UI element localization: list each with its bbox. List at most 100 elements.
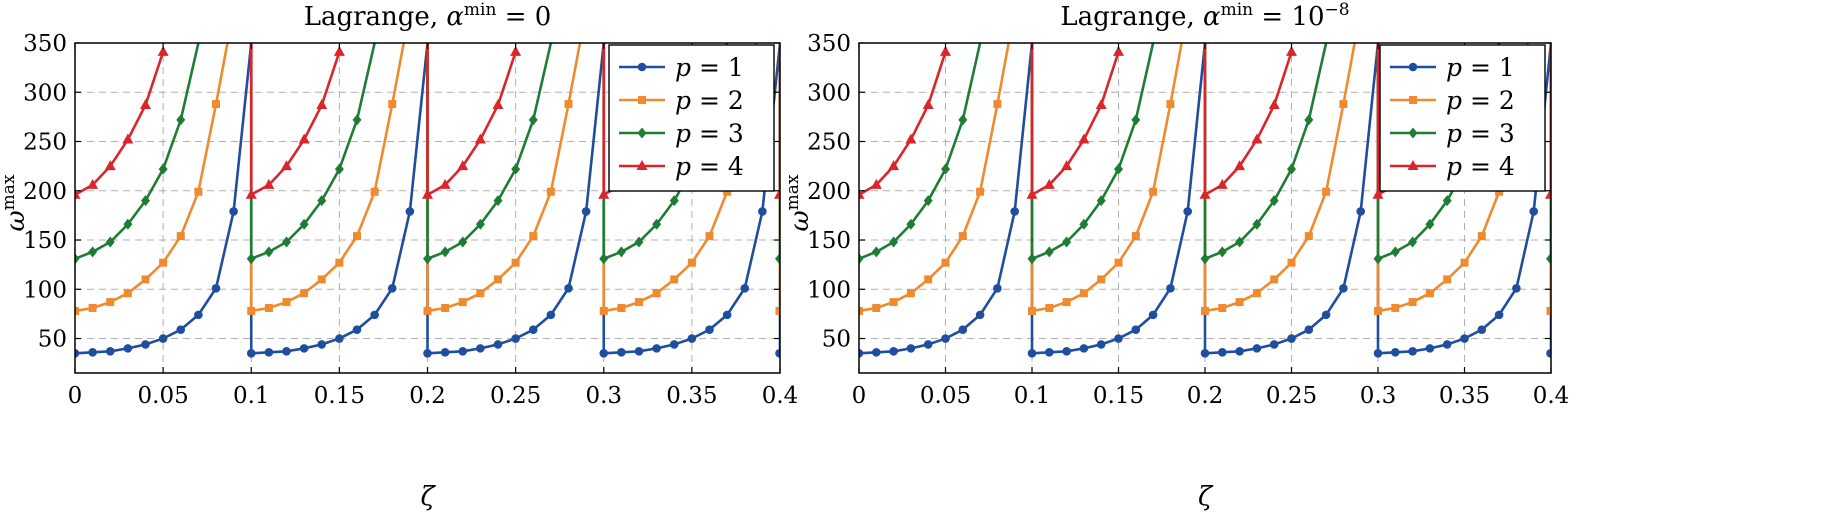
data-point-p2 xyxy=(1460,258,1469,267)
data-point-p2 xyxy=(775,306,780,315)
data-point-p2 xyxy=(872,303,881,312)
legend-item-p1: p = 1 xyxy=(1390,53,1515,82)
series-line-p4 xyxy=(426,51,517,196)
data-point-p3 xyxy=(299,218,309,230)
series-line-p1 xyxy=(427,43,606,355)
data-point-p2 xyxy=(458,298,467,307)
data-point-p2 xyxy=(123,289,132,298)
data-point-p1 xyxy=(264,348,274,357)
data-point-p1 xyxy=(758,207,767,216)
x-tick-label: 0.1 xyxy=(1014,383,1051,409)
data-point-p2 xyxy=(370,187,379,196)
data-point-p1 xyxy=(1218,348,1227,357)
data-point-p1 xyxy=(299,344,309,353)
data-point-p4 xyxy=(122,133,134,144)
data-point-p1 xyxy=(75,348,80,358)
data-point-p2 xyxy=(635,298,643,307)
data-point-p1 xyxy=(1494,310,1504,320)
series-line-p3 xyxy=(75,43,200,260)
data-point-p3 xyxy=(1269,195,1279,207)
data-point-p2 xyxy=(1114,258,1123,267)
series-line-p2 xyxy=(1031,43,1183,313)
data-point-p4 xyxy=(157,45,169,56)
data-point-p1 xyxy=(617,348,626,357)
series-line-p2 xyxy=(427,43,582,313)
data-point-p4 xyxy=(1216,178,1228,189)
data-point-p4 xyxy=(422,188,433,199)
data-point-p2 xyxy=(889,298,898,307)
x-tick-label: 0.4 xyxy=(1533,383,1570,409)
legend-marker xyxy=(1408,127,1418,139)
data-point-p1 xyxy=(1131,325,1141,334)
data-point-p4 xyxy=(1372,188,1384,199)
data-point-p1 xyxy=(528,325,538,334)
data-point-p1 xyxy=(211,283,221,293)
data-point-p1 xyxy=(1529,207,1538,216)
data-point-p2 xyxy=(564,100,573,109)
data-point-p2 xyxy=(194,187,203,196)
data-point-p4 xyxy=(263,178,275,189)
y-tick-label: 200 xyxy=(807,179,851,205)
data-point-p4 xyxy=(1199,188,1211,199)
data-point-p2 xyxy=(212,100,220,109)
series-line-p2 xyxy=(251,43,405,313)
data-point-p4 xyxy=(510,45,522,56)
data-point-p2 xyxy=(617,303,626,312)
data-point-p2 xyxy=(652,289,661,298)
data-point-p2 xyxy=(1270,275,1279,284)
series-line-p2 xyxy=(75,43,229,313)
data-point-p2 xyxy=(723,187,732,196)
data-point-p4 xyxy=(1234,160,1246,171)
data-point-p1 xyxy=(975,310,985,320)
data-point-p2 xyxy=(75,306,79,315)
data-point-p2 xyxy=(88,303,97,312)
data-point-p1 xyxy=(740,283,750,293)
data-point-p2 xyxy=(282,298,291,307)
data-point-p1 xyxy=(1477,325,1487,334)
data-point-p3 xyxy=(1442,195,1452,207)
legend-marker xyxy=(1408,62,1418,72)
data-point-p3 xyxy=(1114,163,1123,175)
data-point-p1 xyxy=(1166,283,1175,293)
data-point-p1 xyxy=(859,348,864,358)
data-point-p3 xyxy=(616,246,626,258)
x-tick-label: 0.4 xyxy=(762,383,799,409)
data-point-p3 xyxy=(599,253,609,265)
data-point-p2 xyxy=(1546,306,1551,315)
series-line-p1 xyxy=(75,43,253,355)
data-point-p2 xyxy=(1079,289,1088,298)
legend-label: p = 1 xyxy=(675,53,744,82)
data-point-p2 xyxy=(993,100,1002,109)
data-point-p4 xyxy=(492,99,504,110)
legend-marker xyxy=(1407,160,1419,170)
data-point-p2 xyxy=(476,289,485,298)
y-tick-label: 150 xyxy=(807,228,851,254)
x-tick-label: 0.3 xyxy=(1360,383,1397,409)
legend-item-p4: p = 4 xyxy=(619,152,744,181)
legend-item-p3: p = 3 xyxy=(619,119,744,148)
data-point-p2 xyxy=(1218,303,1227,312)
data-point-p4 xyxy=(333,45,345,56)
legend-item-p2: p = 2 xyxy=(1390,86,1515,115)
series-line-p4 xyxy=(75,51,165,196)
data-point-p1 xyxy=(1079,344,1089,353)
data-point-p2 xyxy=(1149,187,1158,196)
legend-marker xyxy=(636,160,648,170)
data-point-p4 xyxy=(474,133,486,144)
data-point-p3 xyxy=(871,246,881,258)
data-point-p2 xyxy=(1391,303,1400,312)
data-point-p3 xyxy=(334,163,344,175)
data-point-p2 xyxy=(106,298,115,307)
legend-marker xyxy=(1409,96,1417,104)
data-point-p2 xyxy=(599,306,608,315)
y-tick-label: 50 xyxy=(822,327,851,353)
data-point-p3 xyxy=(493,195,503,207)
data-point-p1 xyxy=(493,340,503,349)
legend-item-p2: p = 2 xyxy=(619,86,744,115)
data-point-p3 xyxy=(1079,218,1089,230)
y-axis-label: ωmax xyxy=(0,174,31,231)
data-point-p3 xyxy=(1252,218,1262,230)
data-point-p1 xyxy=(1425,344,1435,353)
data-point-p4 xyxy=(316,99,328,110)
data-point-p2 xyxy=(1495,187,1504,196)
